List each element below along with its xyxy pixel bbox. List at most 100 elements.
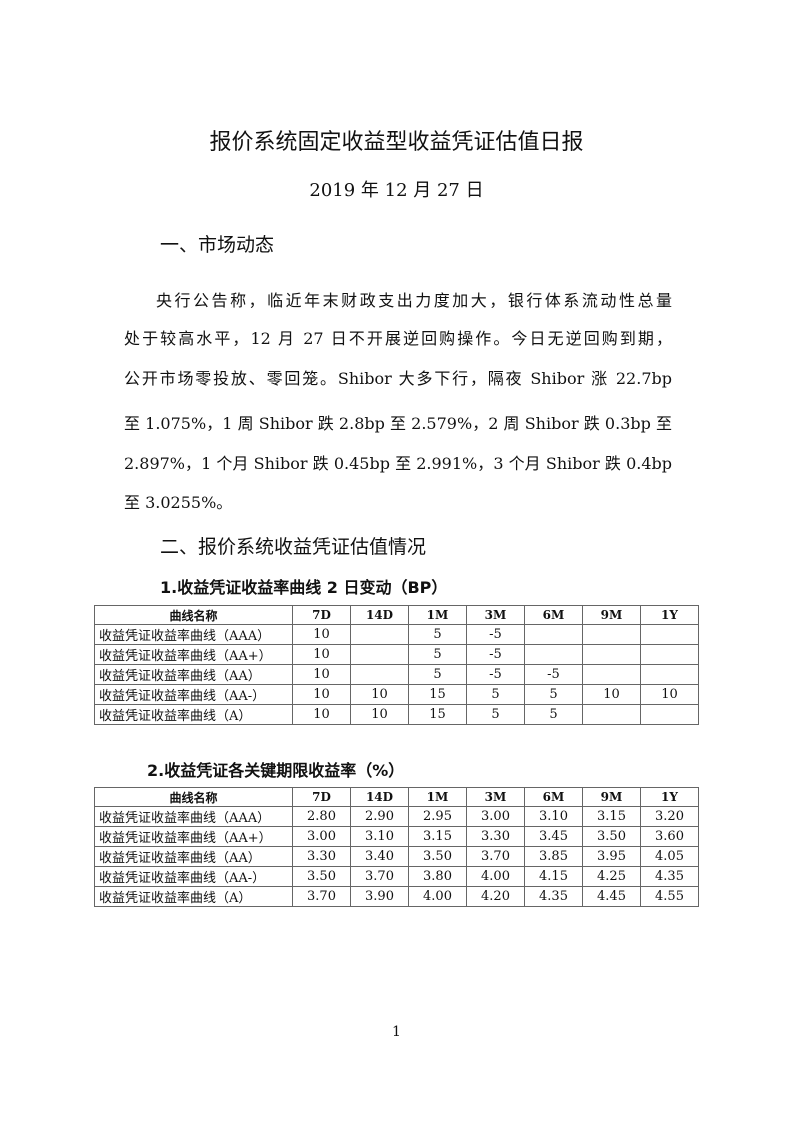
value-cell [640, 664, 699, 685]
page-number: 1 [392, 1024, 401, 1040]
section2-heading: 二、报价系统收益凭证估值情况 [160, 536, 427, 558]
column-header: 1M [408, 787, 467, 807]
value-cell: 3.30 [466, 826, 525, 847]
paragraph-line: 2.897%，1 个月 Shibor 跌 0.45bp 至 2.991%，3 个… [124, 454, 672, 473]
table-row: 收益凭证收益率曲线（AA） 10 5 -5 -5 [94, 664, 699, 685]
table-row: 收益凭证收益率曲线（AA+） 3.00 3.10 3.15 3.30 3.45 3.50 3.… [94, 826, 699, 847]
value-cell: 4.35 [524, 886, 583, 907]
value-cell: 5 [466, 704, 525, 725]
value-cell: 10 [292, 664, 351, 685]
value-cell [582, 704, 641, 725]
table-row: 收益凭证收益率曲线（AA+） 10 5 -5 [94, 644, 699, 665]
section1-heading: 一、市场动态 [160, 234, 275, 256]
value-cell: 5 [524, 704, 583, 725]
value-cell: 3.40 [350, 846, 409, 867]
value-cell: 3.80 [408, 866, 467, 887]
value-cell: 3.10 [524, 806, 583, 827]
value-cell: 3.70 [466, 846, 525, 867]
value-cell [640, 644, 699, 665]
table-row: 收益凭证收益率曲线（AA-） 3.50 3.70 3.80 4.00 4.15 4.25 4.… [94, 866, 699, 887]
value-cell: 2.80 [292, 806, 351, 827]
paragraph-line: 至 3.0255%。 [124, 493, 233, 512]
value-cell [350, 624, 409, 645]
value-cell: 3.70 [292, 886, 351, 907]
table-row: 收益凭证收益率曲线（A） 3.70 3.90 4.00 4.20 4.35 4.45 4.55 [94, 886, 699, 907]
value-cell [524, 624, 583, 645]
value-cell: 3.15 [408, 826, 467, 847]
value-cell: 4.20 [466, 886, 525, 907]
paragraph-line: 央行公告称，临近年末财政支出力度加大，银行体系流动性总量 [156, 291, 672, 310]
value-cell: 15 [408, 684, 467, 705]
value-cell: 3.00 [292, 826, 351, 847]
curve-name-cell: 收益凭证收益率曲线（AA-） [94, 866, 293, 887]
curve-name-cell: 收益凭证收益率曲线（AA+） [94, 644, 293, 665]
value-cell: 4.45 [582, 886, 641, 907]
value-cell: 5 [408, 664, 467, 685]
table-row: 收益凭证收益率曲线（AA-） 10 10 15 5 5 10 10 [94, 684, 699, 705]
curve-name-cell: 收益凭证收益率曲线（AA+） [94, 826, 293, 847]
column-header: 曲线名称 [94, 787, 293, 807]
curve-name-cell: 收益凭证收益率曲线（AA-） [94, 684, 293, 705]
value-cell: 10 [640, 684, 699, 705]
curve-name-cell: 收益凭证收益率曲线（AA） [94, 664, 293, 685]
document-title: 报价系统固定收益型收益凭证估值日报 [209, 130, 584, 155]
bp-change-table: 曲线名称 7D 14D 1M 3M 6M 9M 1Y 收益凭证收益率曲线（AAA） 10 5 -5 收益… [94, 605, 699, 725]
value-cell: 3.60 [640, 826, 699, 847]
table-header-row: 曲线名称 7D 14D 1M 3M 6M 9M 1Y [94, 787, 699, 807]
column-header: 3M [466, 787, 525, 807]
value-cell: 5 [408, 644, 467, 665]
column-header: 3M [466, 605, 525, 625]
column-header: 1M [408, 605, 467, 625]
value-cell: 10 [292, 644, 351, 665]
paragraph-line: 公开市场零投放、零回笼。Shibor 大多下行，隔夜 Shibor 涨 22.7… [124, 369, 672, 388]
column-header: 6M [524, 605, 583, 625]
value-cell: 4.15 [524, 866, 583, 887]
value-cell: 4.25 [582, 866, 641, 887]
table-row: 收益凭证收益率曲线（AAA） 10 5 -5 [94, 624, 699, 645]
table2-caption: 2.收益凭证各关键期限收益率（%） [147, 761, 405, 780]
column-header: 14D [350, 787, 409, 807]
value-cell: 3.50 [408, 846, 467, 867]
curve-name-cell: 收益凭证收益率曲线（AAA） [94, 806, 293, 827]
value-cell [582, 644, 641, 665]
curve-name-cell: 收益凭证收益率曲线（AAA） [94, 624, 293, 645]
value-cell: 3.45 [524, 826, 583, 847]
value-cell [640, 704, 699, 725]
value-cell [582, 664, 641, 685]
value-cell: 3.15 [582, 806, 641, 827]
curve-name-cell: 收益凭证收益率曲线（AA） [94, 846, 293, 867]
value-cell: 4.55 [640, 886, 699, 907]
value-cell: 2.95 [408, 806, 467, 827]
column-header: 7D [292, 605, 351, 625]
value-cell [350, 664, 409, 685]
paragraph-line: 处于较高水平，12 月 27 日不开展逆回购操作。今日无逆回购到期， [124, 329, 672, 348]
value-cell: -5 [466, 664, 525, 685]
curve-name-cell: 收益凭证收益率曲线（A） [94, 886, 293, 907]
value-cell: 10 [292, 684, 351, 705]
value-cell: 3.10 [350, 826, 409, 847]
table-row: 收益凭证收益率曲线（A） 10 10 15 5 5 [94, 704, 699, 725]
value-cell: 3.85 [524, 846, 583, 867]
report-date: 2019 年 12 月 27 日 [309, 180, 484, 201]
value-cell: 10 [350, 684, 409, 705]
column-header: 14D [350, 605, 409, 625]
value-cell: 5 [466, 684, 525, 705]
paragraph-line: 至 1.075%，1 周 Shibor 跌 2.8bp 至 2.579%，2 周… [124, 414, 672, 433]
value-cell: 4.35 [640, 866, 699, 887]
table-row: 收益凭证收益率曲线（AA） 3.30 3.40 3.50 3.70 3.85 3.95 4.0… [94, 846, 699, 867]
table-row: 收益凭证收益率曲线（AAA） 2.80 2.90 2.95 3.00 3.10 3.15 3.… [94, 806, 699, 827]
value-cell: 10 [292, 624, 351, 645]
value-cell [350, 644, 409, 665]
value-cell: 5 [408, 624, 467, 645]
value-cell: 3.20 [640, 806, 699, 827]
column-header: 1Y [640, 605, 699, 625]
yield-table: 曲线名称 7D 14D 1M 3M 6M 9M 1Y 收益凭证收益率曲线（AAA） 2.80 2.9… [94, 787, 699, 907]
value-cell: 15 [408, 704, 467, 725]
value-cell [640, 624, 699, 645]
table1-caption: 1.收益凭证收益率曲线 2 日变动（BP） [160, 578, 448, 597]
value-cell: 3.30 [292, 846, 351, 867]
value-cell: 3.00 [466, 806, 525, 827]
value-cell: 4.00 [466, 866, 525, 887]
value-cell: 3.95 [582, 846, 641, 867]
value-cell: 4.00 [408, 886, 467, 907]
